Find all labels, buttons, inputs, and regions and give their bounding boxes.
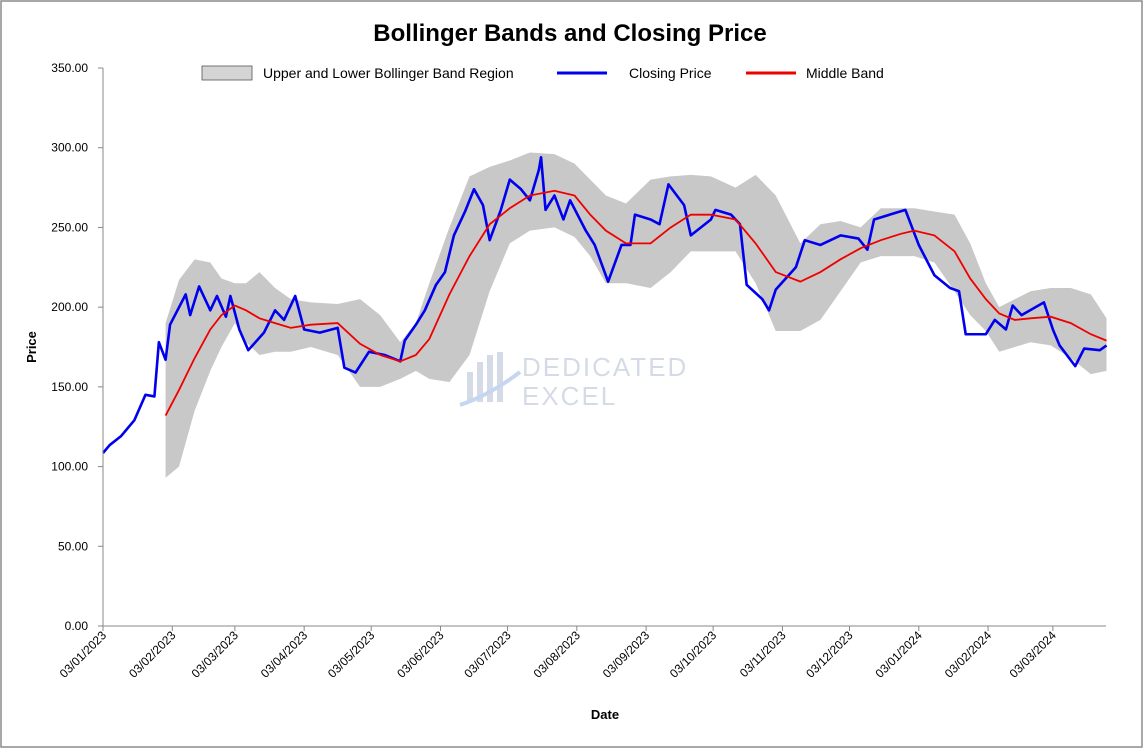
y-tick-label: 200.00 [51, 300, 88, 314]
legend: Upper and Lower Bollinger Band Region Cl… [201, 65, 884, 81]
closing-price-line [102, 155, 1108, 454]
y-tick-label: 350.00 [51, 61, 88, 75]
svg-text:DEDICATED: DEDICATED [522, 352, 688, 382]
y-tick-label: 100.00 [51, 460, 88, 474]
y-tick-label: 300.00 [51, 141, 88, 155]
y-tick-label: 50.00 [58, 539, 88, 553]
legend-swatch-band [201, 65, 253, 81]
legend-label-band: Upper and Lower Bollinger Band Region [263, 65, 514, 81]
plot-area [102, 152, 1108, 478]
middle-band-line [164, 189, 1107, 416]
svg-text:EXCEL: EXCEL [522, 381, 617, 411]
legend-label-middle: Middle Band [806, 65, 884, 81]
watermark-logo: DEDICATED EXCEL [459, 352, 688, 411]
y-tick-label: 250.00 [51, 220, 88, 234]
y-axis-title: Price [24, 331, 39, 363]
chart-title: Bollinger Bands and Closing Price [373, 20, 766, 47]
x-axis-title: Date [591, 707, 619, 722]
legend-label-close: Closing Price [629, 65, 712, 81]
y-tick-label: 150.00 [51, 380, 88, 394]
y-tick-label: 0.00 [65, 619, 89, 633]
